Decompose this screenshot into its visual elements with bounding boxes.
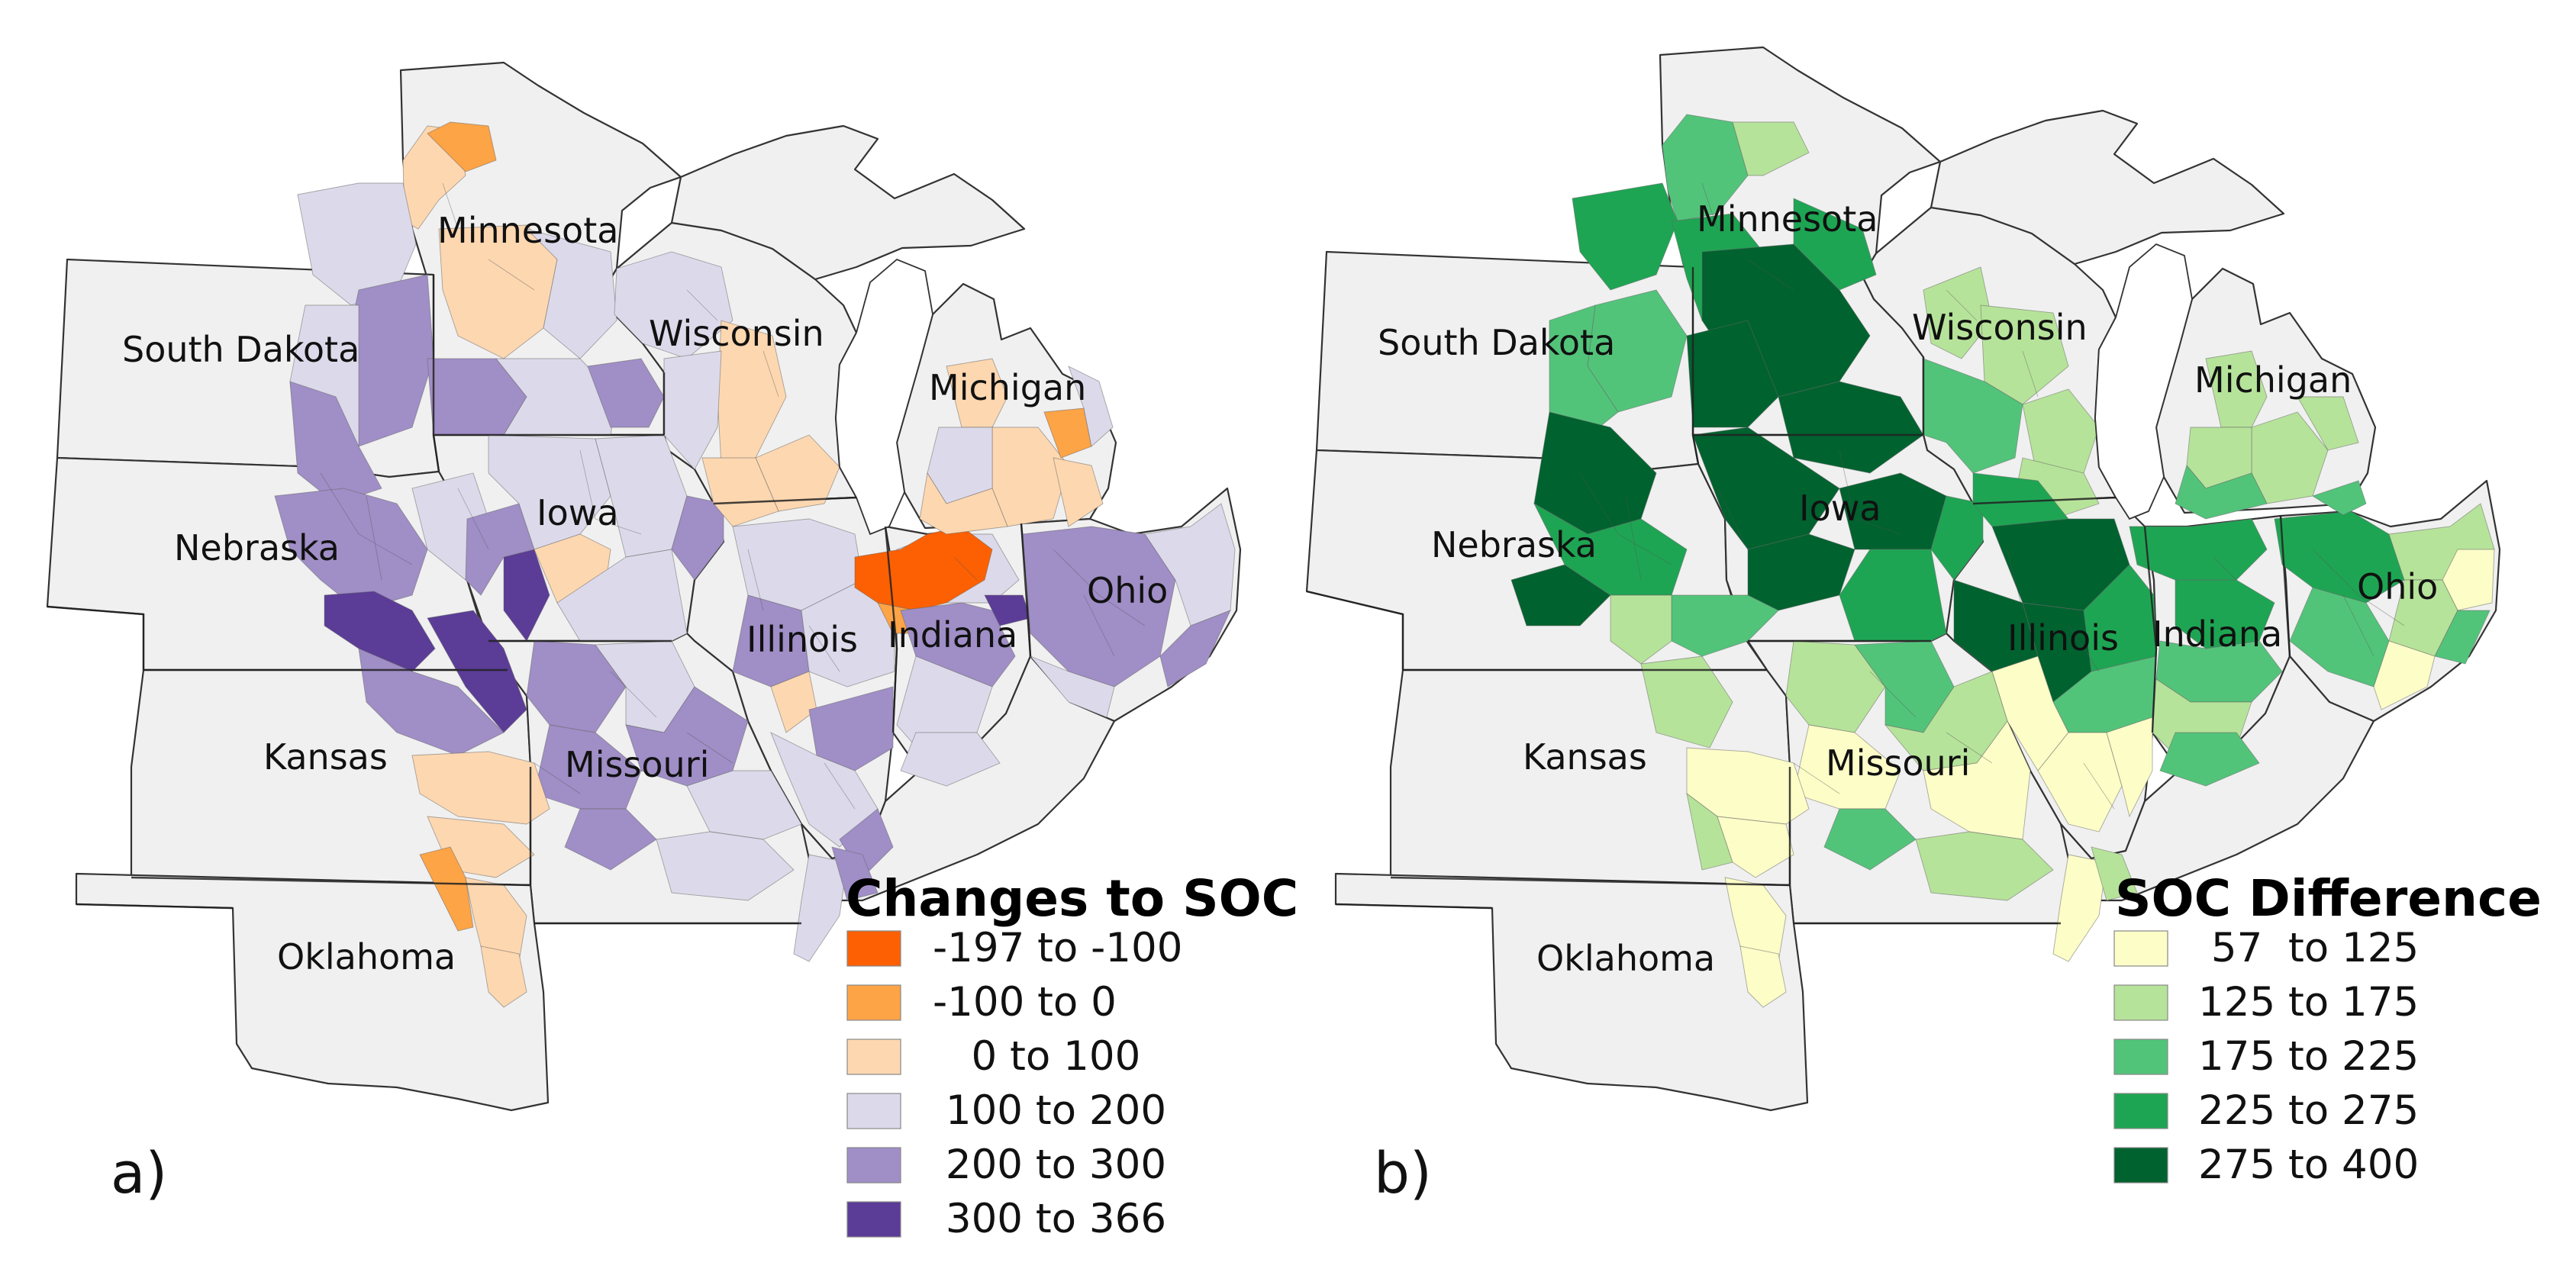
lake-michigan	[835, 258, 933, 536]
label-iowa-b: Iowa	[1799, 488, 1881, 529]
state-michigan-upper	[670, 124, 1026, 281]
label-illinois-b: Illinois	[2007, 617, 2119, 659]
legend-swatch	[846, 1201, 901, 1238]
label-minnesota-a: Minnesota	[437, 210, 618, 251]
label-kansas-a: Kansas	[263, 736, 388, 778]
legend-label: 100 to 200	[933, 1087, 1166, 1134]
panel-a-basin-lines	[320, 182, 1146, 810]
legend-swatch	[2113, 1093, 2168, 1129]
state-oklahoma	[75, 872, 550, 1112]
label-south-dakota-a: South Dakota	[122, 329, 359, 370]
legend-swatch	[846, 1093, 901, 1129]
label-indiana-a: Indiana	[888, 614, 1017, 655]
legend-swatch	[2113, 984, 2168, 1021]
label-wisconsin-b: Wisconsin	[1912, 307, 2088, 348]
panel-b-state-borders	[1306, 267, 2291, 925]
legend-label: 275 to 400	[2198, 1142, 2419, 1188]
legend-swatch	[2113, 1039, 2168, 1075]
panel-b-watershed-fills	[1510, 114, 2495, 1008]
label-michigan-b: Michigan	[2194, 359, 2352, 401]
panel-b-basin-lines	[1579, 182, 2405, 810]
panel-a-map: Minnesota South Dakota Wisconsin Michiga…	[46, 61, 1298, 1242]
label-wisconsin-a: Wisconsin	[649, 313, 824, 354]
legend-label: -197 to -100	[933, 925, 1182, 971]
label-minnesota-b: Minnesota	[1697, 198, 1878, 240]
label-ohio-b: Ohio	[2357, 566, 2438, 607]
panel-a-legend-title: Changes to SOC	[846, 869, 1298, 928]
panel-b-legend-title: SOC Difference	[2115, 869, 2542, 928]
panel-b-tag: b)	[1374, 1141, 1432, 1206]
panel-a-tag: a)	[111, 1141, 167, 1206]
panel-a-legend: Changes to SOC -197 to -100 -100 to 0 0 t…	[846, 869, 1298, 1242]
legend-swatch	[846, 930, 901, 967]
panel-b-map: Minnesota South Dakota Wisconsin Michiga…	[1305, 46, 2542, 1206]
legend-label: 125 to 175	[2198, 979, 2419, 1026]
label-iowa-a: Iowa	[537, 492, 619, 533]
label-nebraska-a: Nebraska	[174, 527, 340, 568]
legend-label: 225 to 275	[2198, 1087, 2419, 1134]
label-nebraska-b: Nebraska	[1431, 524, 1597, 565]
label-ohio-a: Ohio	[1087, 570, 1168, 611]
legend-swatch	[846, 1039, 901, 1075]
legend-label: 200 to 300	[933, 1142, 1166, 1188]
legend-swatch	[846, 1147, 901, 1184]
legend-label: 300 to 366	[933, 1196, 1166, 1242]
state-michigan-upper-b	[1930, 109, 2285, 266]
label-south-dakota-b: South Dakota	[1378, 322, 1615, 363]
legend-label: -100 to 0	[933, 979, 1117, 1026]
label-oklahoma-b: Oklahoma	[1536, 938, 1715, 979]
legend-label: 57 to 125	[2198, 925, 2419, 971]
legend-swatch	[846, 984, 901, 1021]
panel-a-state-borders	[47, 275, 1032, 925]
label-kansas-b: Kansas	[1523, 736, 1647, 778]
label-missouri-b: Missouri	[1826, 742, 1970, 784]
label-missouri-a: Missouri	[565, 744, 709, 785]
legend-label: 0 to 100	[933, 1033, 1140, 1080]
lake-michigan-b	[2094, 243, 2193, 520]
legend-label: 175 to 225	[2198, 1033, 2419, 1080]
label-michigan-a: Michigan	[929, 367, 1086, 408]
label-oklahoma-a: Oklahoma	[277, 936, 456, 977]
label-illinois-a: Illinois	[746, 619, 858, 660]
legend-swatch	[2113, 1147, 2168, 1184]
state-oklahoma-b	[1334, 872, 1809, 1112]
label-indiana-b: Indiana	[2152, 614, 2282, 655]
legend-swatch	[2113, 930, 2168, 967]
panel-b-legend: SOC Difference 57 to 125 125 to 175 175 to…	[2113, 869, 2542, 1188]
panel-a-watershed-fills	[274, 121, 1236, 1008]
